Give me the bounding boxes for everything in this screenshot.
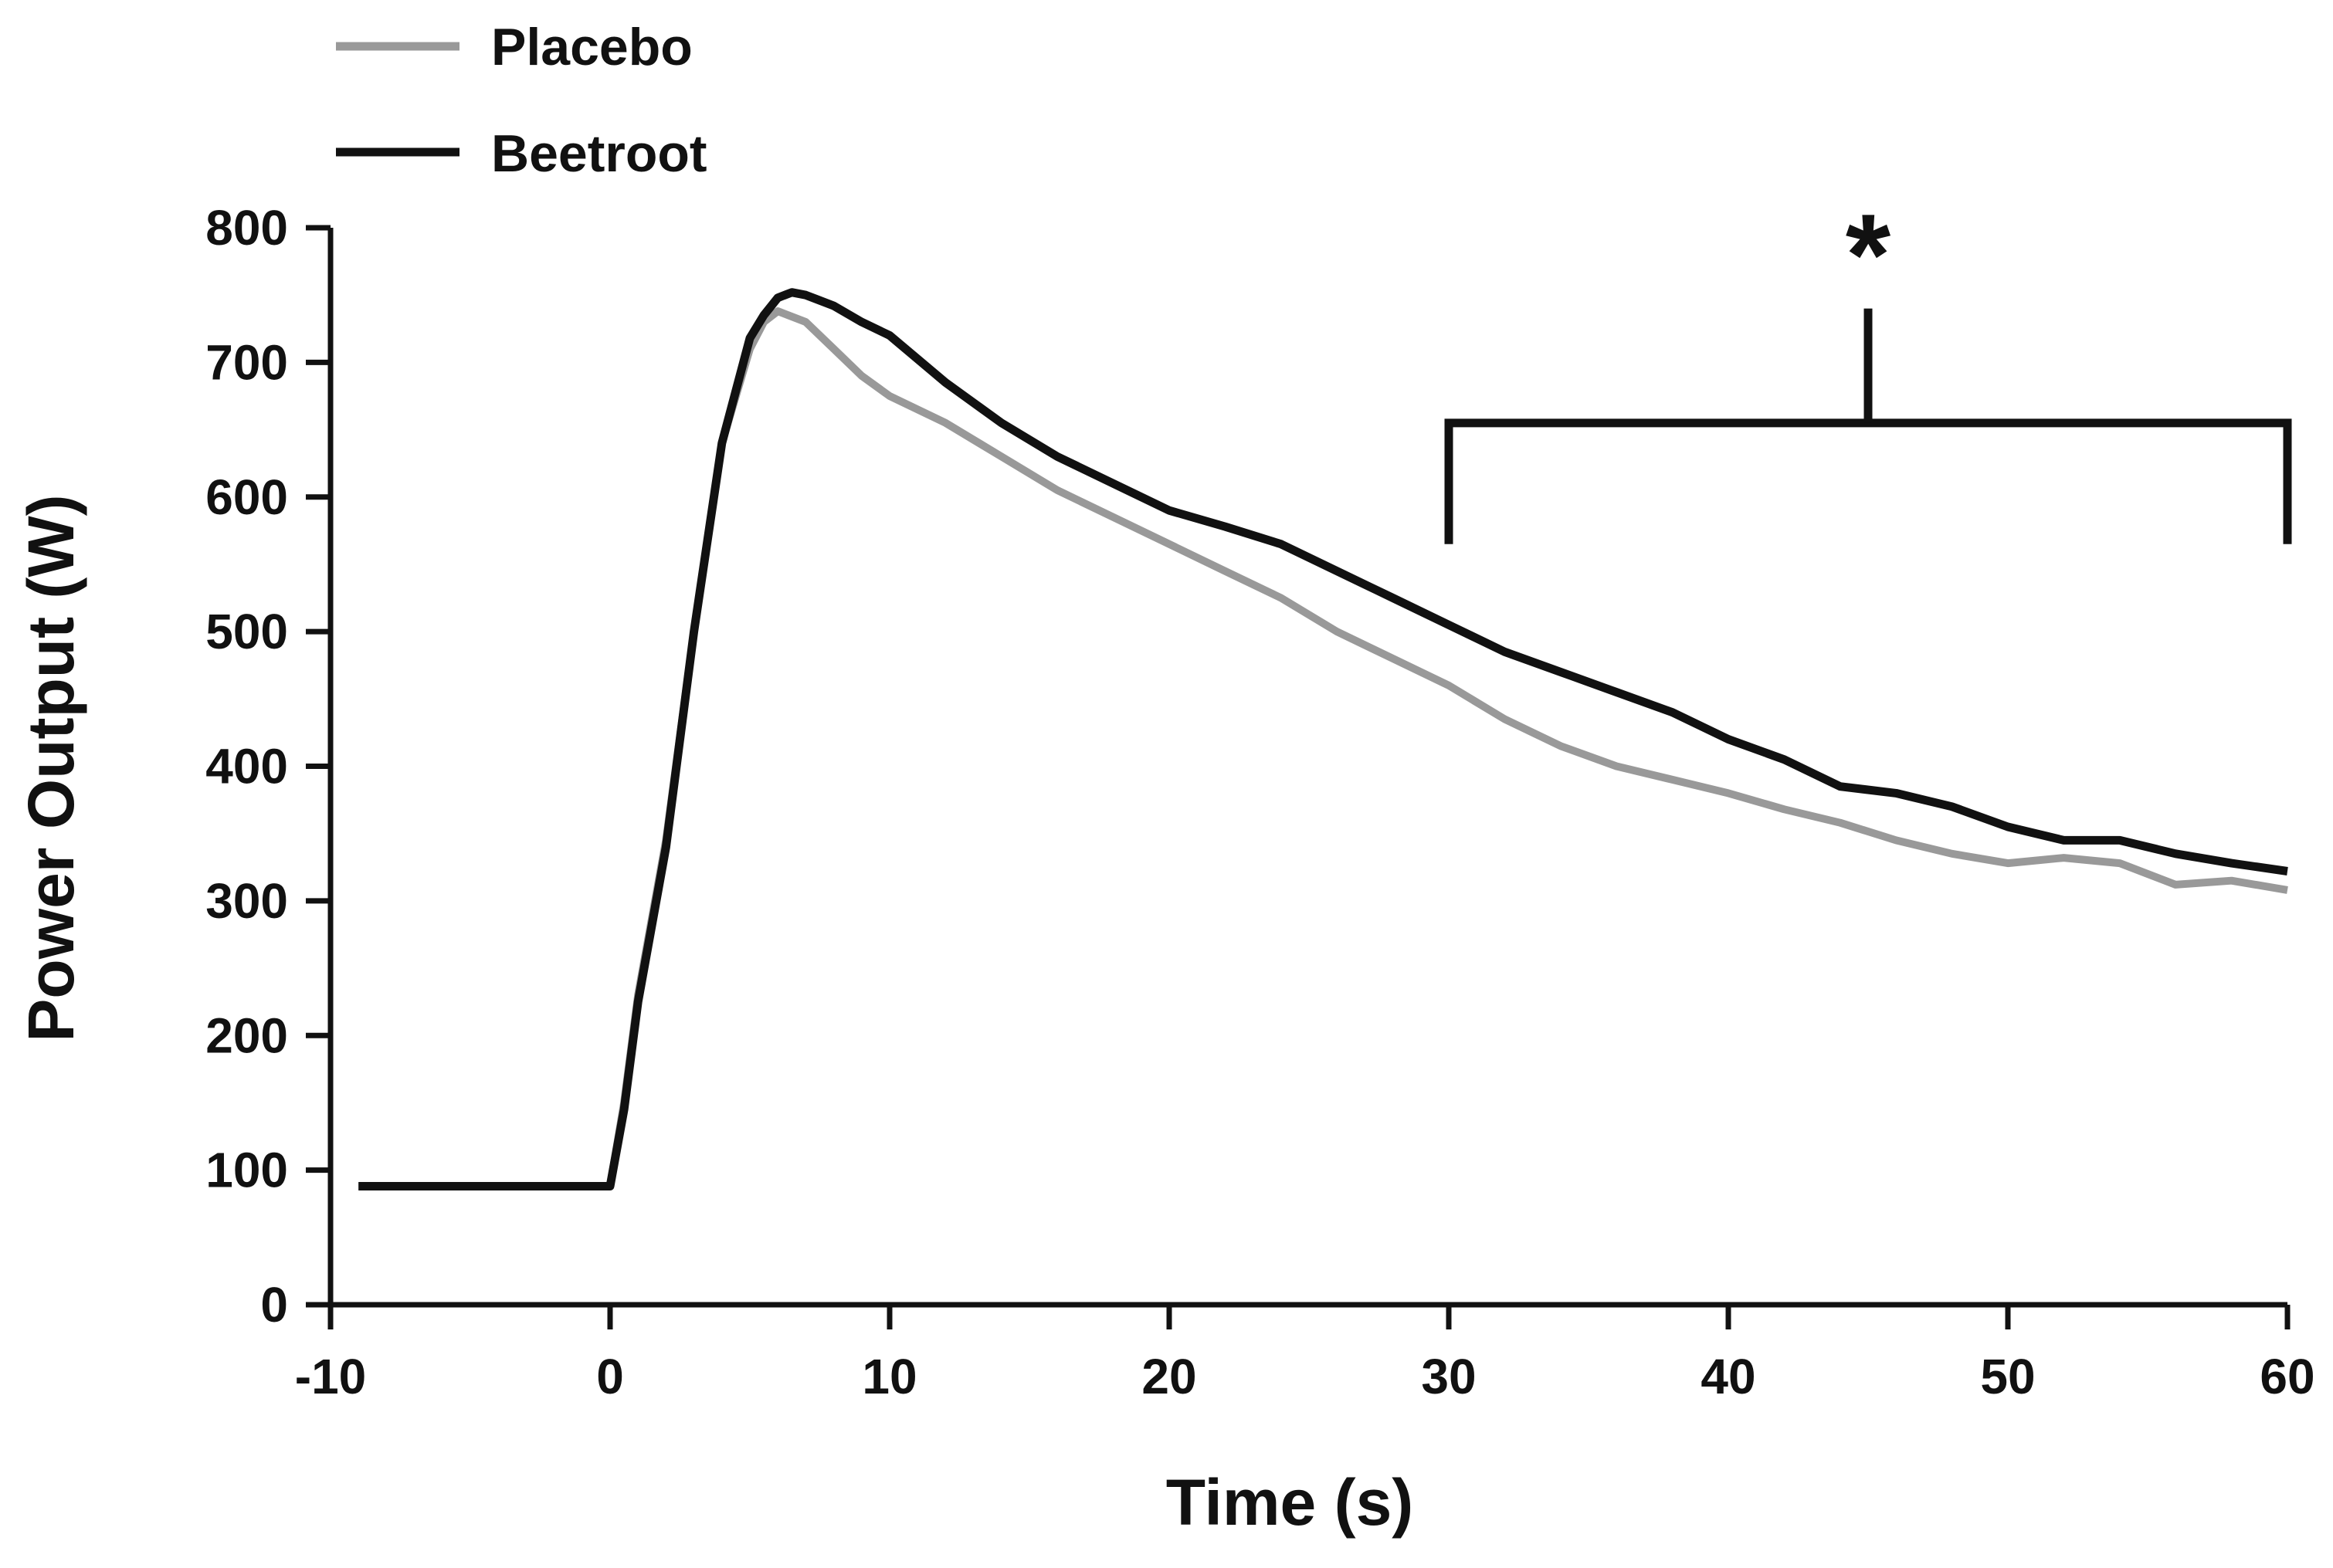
series-line-beetroot <box>358 288 2288 1190</box>
x-tick-label: 20 <box>1141 1349 1196 1404</box>
x-tick-label: 50 <box>1980 1349 2035 1404</box>
x-axis-title: Time (s) <box>1166 1466 1414 1539</box>
y-tick-label: 300 <box>205 873 288 929</box>
significance-star: * <box>1846 190 1891 320</box>
y-tick-label: 700 <box>205 334 288 390</box>
y-tick-label: 0 <box>260 1277 288 1333</box>
y-tick-label: 500 <box>205 604 288 659</box>
x-tick-label: 60 <box>2260 1349 2314 1404</box>
x-tick-label: 10 <box>862 1349 917 1404</box>
y-tick-label: 600 <box>205 469 288 525</box>
legend-label-beetroot: Beetroot <box>491 124 707 183</box>
x-tick-label: 40 <box>1701 1349 1755 1404</box>
y-axis-title: Power Output (W) <box>15 494 87 1041</box>
annotation-layer: * <box>1444 190 2292 544</box>
y-tick-label: 800 <box>205 200 288 256</box>
legend-label-placebo: Placebo <box>491 18 693 76</box>
y-tick-label: 100 <box>205 1143 288 1198</box>
significance-bracket <box>1444 418 2292 544</box>
series-line-placebo <box>358 307 2288 1190</box>
x-tick-label: 30 <box>1421 1349 1476 1404</box>
series-layer <box>358 288 2288 1190</box>
y-tick-label: 400 <box>205 739 288 794</box>
x-tick-label: -10 <box>295 1349 367 1404</box>
x-tick-label: 0 <box>596 1349 624 1404</box>
y-tick-label: 200 <box>205 1008 288 1063</box>
legend: Placebo Beetroot <box>336 18 707 183</box>
